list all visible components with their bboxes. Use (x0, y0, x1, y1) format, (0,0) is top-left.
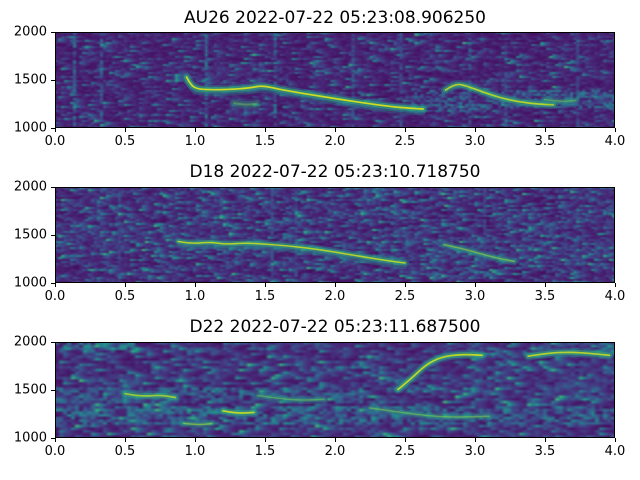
x-tick-label: 2.5 (394, 444, 416, 459)
subplot-3-title: D22 2022-07-22 05:23:11.687500 (189, 317, 481, 337)
x-tick-mark (475, 283, 476, 287)
x-tick-mark (335, 283, 336, 287)
x-tick-mark (335, 128, 336, 132)
x-tick-label: 2.5 (394, 134, 416, 149)
x-tick-label: 4.0 (604, 134, 626, 149)
x-tick-label: 2.0 (324, 134, 346, 149)
x-tick-label: 2.0 (324, 444, 346, 459)
x-tick-label: 2.5 (394, 289, 416, 304)
y-tick-mark (51, 342, 55, 343)
x-tick-mark (125, 128, 126, 132)
x-tick-mark (545, 128, 546, 132)
x-tick-mark (475, 128, 476, 132)
x-tick-mark (475, 438, 476, 442)
subplot-2-spectrogram-canvas (55, 187, 615, 283)
subplot-1-axes: 0.0 0.5 1.0 1.5 2.0 2.5 3.0 3.5 4.0 1000 1500 2000 (14, 25, 625, 150)
y-tick-label: 1500 (13, 227, 47, 243)
y-tick-mark (51, 283, 55, 284)
x-tick-label: 3.0 (464, 444, 486, 459)
x-tick-mark (265, 438, 266, 442)
y-tick-mark (51, 80, 55, 81)
x-tick-label: 3.5 (534, 134, 556, 149)
subplot-2-axes: 0.0 0.5 1.0 1.5 2.0 2.5 3.0 3.5 4.0 1000 1500 2000 (14, 180, 625, 305)
x-tick-mark (335, 438, 336, 442)
x-tick-label: 0.5 (114, 134, 136, 149)
x-tick-label: 1.5 (254, 134, 276, 149)
x-tick-mark (55, 438, 56, 442)
y-tick-mark (51, 438, 55, 439)
x-tick-label: 3.5 (534, 289, 556, 304)
x-tick-label: 0.0 (44, 134, 66, 149)
x-tick-mark (405, 438, 406, 442)
subplot-1-title: AU26 2022-07-22 05:23:08.906250 (184, 8, 486, 28)
x-tick-label: 1.0 (184, 444, 206, 459)
x-tick-mark (615, 438, 616, 442)
x-tick-mark (265, 128, 266, 132)
x-tick-label: 1.5 (254, 444, 276, 459)
y-tick-label: 2000 (13, 179, 47, 195)
x-tick-label: 0.5 (114, 289, 136, 304)
x-tick-mark (265, 283, 266, 287)
subplot-3-spectrogram-canvas (55, 342, 615, 438)
y-tick-mark (51, 128, 55, 129)
x-tick-label: 1.0 (184, 134, 206, 149)
x-tick-label: 3.5 (534, 444, 556, 459)
x-tick-label: 3.0 (464, 134, 486, 149)
y-tick-label: 1000 (13, 430, 47, 446)
x-tick-mark (125, 438, 126, 442)
x-tick-mark (55, 283, 56, 287)
y-tick-label: 2000 (13, 24, 47, 40)
y-tick-label: 1500 (13, 72, 47, 88)
x-tick-label: 0.0 (44, 289, 66, 304)
subplot-3-axes: 0.0 0.5 1.0 1.5 2.0 2.5 3.0 3.5 4.0 1000 1500 2000 (14, 335, 625, 460)
x-tick-mark (615, 128, 616, 132)
x-tick-mark (195, 438, 196, 442)
subplot-1-spectrogram-canvas (55, 32, 615, 128)
x-tick-mark (405, 283, 406, 287)
y-tick-label: 1000 (13, 120, 47, 136)
x-tick-mark (405, 128, 406, 132)
y-tick-label: 2000 (13, 334, 47, 350)
x-tick-label: 4.0 (604, 444, 626, 459)
x-tick-label: 1.5 (254, 289, 276, 304)
y-tick-mark (51, 32, 55, 33)
x-tick-mark (55, 128, 56, 132)
x-tick-label: 4.0 (604, 289, 626, 304)
y-tick-mark (51, 235, 55, 236)
x-tick-label: 0.0 (44, 444, 66, 459)
y-tick-label: 1000 (13, 275, 47, 291)
subplot-2-title: D18 2022-07-22 05:23:10.718750 (189, 162, 481, 182)
x-tick-mark (545, 283, 546, 287)
x-tick-label: 1.0 (184, 289, 206, 304)
x-tick-mark (545, 438, 546, 442)
y-tick-mark (51, 187, 55, 188)
x-tick-label: 2.0 (324, 289, 346, 304)
x-tick-mark (125, 283, 126, 287)
x-tick-mark (195, 283, 196, 287)
y-tick-label: 1500 (13, 382, 47, 398)
x-tick-mark (195, 128, 196, 132)
x-tick-label: 0.5 (114, 444, 136, 459)
x-tick-label: 3.0 (464, 289, 486, 304)
x-tick-mark (615, 283, 616, 287)
y-tick-mark (51, 390, 55, 391)
